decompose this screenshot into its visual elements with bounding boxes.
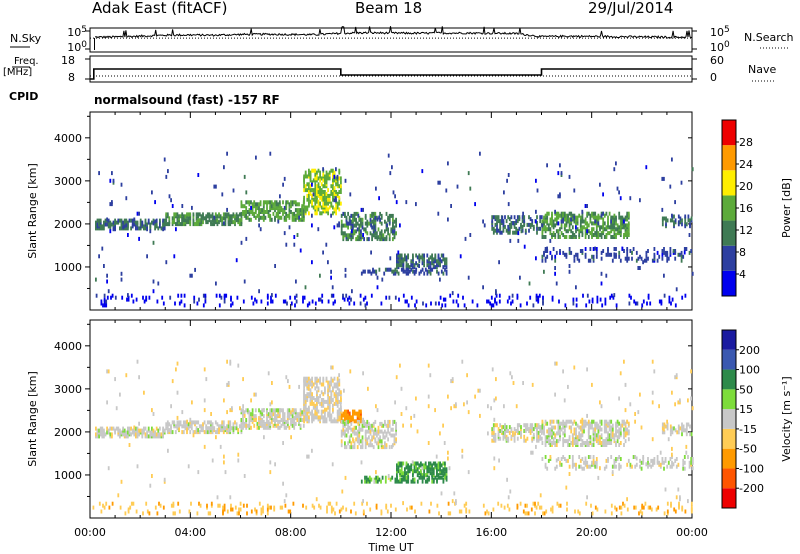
freq-unit-label: [MHz] <box>3 67 32 78</box>
velocity-colorbar-tick-2: -50 <box>739 443 757 456</box>
power-colorbar-swatch-1 <box>722 245 736 271</box>
velocity-echo-cells <box>92 359 694 516</box>
freq-tick-18: 18 <box>61 54 75 67</box>
velocity-frame <box>89 319 693 519</box>
velocity-colorbar-swatch-0 <box>722 488 736 508</box>
freq-series-line <box>90 68 692 80</box>
power-ytick-2000: 2000 <box>54 218 82 231</box>
nave-label: Nave <box>748 63 776 76</box>
date-label: 29/Jul/2014 <box>588 0 674 17</box>
time-tick-6: 00:00 <box>676 526 708 539</box>
power-colorbar-tick-0: 4 <box>739 268 746 281</box>
power-colorbar-swatch-4 <box>722 170 736 196</box>
scan-mode-annotation: normalsound (fast) -157 RF <box>94 93 280 107</box>
power-colorbar-swatch-3 <box>722 195 736 221</box>
radar-title: Adak East (fitACF) <box>92 0 228 17</box>
velocity-colorbar-swatch-6 <box>722 369 736 390</box>
nsearch-label: N.Search <box>744 31 794 44</box>
freq-label: Freq. <box>14 56 39 67</box>
velocity-ytick-4000: 4000 <box>54 340 82 353</box>
power-colorbar-swatch-2 <box>722 220 736 246</box>
time-tick-4: 16:00 <box>475 526 507 539</box>
power-ytick-1000: 1000 <box>54 261 82 274</box>
cpid-label: CPID <box>9 90 39 103</box>
nsky-tick-high: 105 <box>67 25 87 39</box>
time-tick-1: 04:00 <box>174 526 206 539</box>
power-ytick-4000: 4000 <box>54 132 82 145</box>
nsearch-tick-low: 100 <box>710 40 730 54</box>
velocity-colorbar-swatch-1 <box>722 468 736 489</box>
power-ytick-3000: 3000 <box>54 175 82 188</box>
velocity-ylabel: Slant Range [km] <box>26 371 39 467</box>
power-colorbar-label: Power [dB] <box>780 178 793 238</box>
velocity-colorbar-tick-1: -100 <box>739 462 764 475</box>
power-colorbar-tick-1: 8 <box>739 246 746 259</box>
velocity-colorbar-swatch-5 <box>722 389 736 410</box>
time-tick-3: 12:00 <box>375 526 407 539</box>
velocity-colorbar-label: Velocity [m s⁻¹] <box>780 376 793 461</box>
time-tick-2: 08:00 <box>275 526 307 539</box>
time-axis-label: Time UT <box>367 541 413 554</box>
velocity-colorbar-swatch-4 <box>722 409 736 429</box>
velocity-colorbar-tick-4: 15 <box>739 403 753 416</box>
velocity-colorbar-tick-7: 200 <box>739 344 760 357</box>
velocity-ytick-3000: 3000 <box>54 383 82 396</box>
nsky-tick-low: 100 <box>67 40 87 54</box>
velocity-colorbar-swatch-2 <box>722 448 736 469</box>
time-tick-0: 00:00 <box>74 526 106 539</box>
power-echo-cells <box>95 151 694 308</box>
nsearch-tick-high: 105 <box>710 25 730 39</box>
power-colorbar-tick-4: 20 <box>739 180 753 193</box>
power-colorbar-tick-6: 28 <box>739 136 753 149</box>
velocity-colorbar-swatch-8 <box>722 330 736 350</box>
nave-tick-60: 60 <box>710 54 724 67</box>
velocity-colorbar-swatch-3 <box>722 428 736 449</box>
freq-tick-8: 8 <box>68 71 75 84</box>
velocity-colorbar-tick-6: 100 <box>739 364 760 377</box>
velocity-ytick-1000: 1000 <box>54 469 82 482</box>
nsky-label: N.Sky <box>10 32 42 45</box>
time-tick-5: 20:00 <box>576 526 608 539</box>
power-colorbar-swatch-0 <box>722 270 736 296</box>
velocity-colorbar-swatch-7 <box>722 349 736 370</box>
power-colorbar-tick-2: 12 <box>739 224 753 237</box>
power-frame <box>89 111 693 311</box>
power-colorbar-tick-5: 24 <box>739 158 753 171</box>
power-ylabel: Slant Range [km] <box>26 163 39 259</box>
velocity-colorbar-border <box>721 329 737 509</box>
power-colorbar-swatch-5 <box>722 145 736 171</box>
nsky-series-line <box>94 26 693 39</box>
beam-label: Beam 18 <box>355 0 423 17</box>
velocity-colorbar-tick-5: 50 <box>739 383 753 396</box>
power-colorbar-tick-3: 16 <box>739 202 753 215</box>
power-colorbar-swatch-6 <box>722 120 736 146</box>
nave-tick-0: 0 <box>710 71 717 84</box>
velocity-ytick-2000: 2000 <box>54 426 82 439</box>
velocity-colorbar-tick-3: -15 <box>739 423 757 436</box>
velocity-colorbar-tick-0: -200 <box>739 482 764 495</box>
